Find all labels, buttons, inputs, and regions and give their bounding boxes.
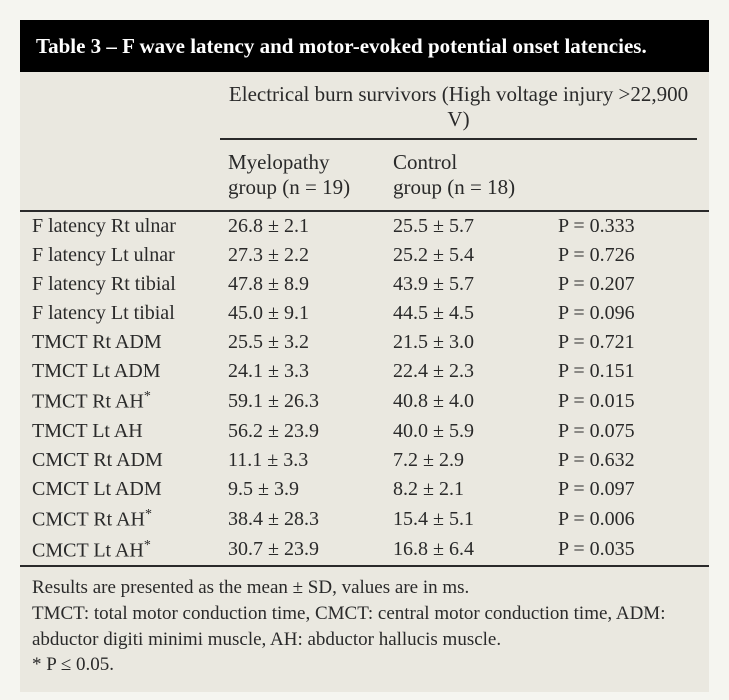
table-row: TMCT Rt ADM25.5 ± 3.221.5 ± 3.0P = 0.721 [20,328,709,357]
footnote-line2: TMCT: total motor conduction time, CMCT:… [32,603,665,650]
myelopathy-value: 11.1 ± 3.3 [220,446,385,475]
p-value: P = 0.333 [550,211,709,241]
control-value: 16.8 ± 6.4 [385,535,550,567]
myelopathy-value: 56.2 ± 23.9 [220,417,385,446]
table-3-container: Table 3 – F wave latency and motor-evoke… [20,20,709,692]
group2-line2: group (n = 18) [393,175,515,199]
table-row: TMCT Lt AH56.2 ± 23.940.0 ± 5.9P = 0.075 [20,417,709,446]
control-value: 21.5 ± 3.0 [385,328,550,357]
control-value: 40.8 ± 4.0 [385,386,550,417]
myelopathy-value: 47.8 ± 8.9 [220,270,385,299]
significance-marker: * [144,538,151,553]
p-value: P = 0.006 [550,504,709,535]
p-value: P = 0.632 [550,446,709,475]
row-label: TMCT Lt AH [20,417,220,446]
table-body: F latency Rt ulnar26.8 ± 2.125.5 ± 5.7P … [20,211,709,566]
group1-line1: Myelopathy [228,150,329,174]
p-value: P = 0.097 [550,475,709,504]
data-table: Myelopathy group (n = 19) Control group … [20,144,709,567]
footnote-line1: Results are presented as the mean ± SD, … [32,577,469,598]
p-value: P = 0.207 [550,270,709,299]
control-value: 22.4 ± 2.3 [385,357,550,386]
row-label: F latency Rt ulnar [20,211,220,241]
group-header-row: Myelopathy group (n = 19) Control group … [20,144,709,211]
table-row: CMCT Rt ADM11.1 ± 3.37.2 ± 2.9P = 0.632 [20,446,709,475]
group2-line1: Control [393,150,457,174]
table-row: F latency Rt ulnar26.8 ± 2.125.5 ± 5.7P … [20,211,709,241]
p-value: P = 0.721 [550,328,709,357]
table-footnote: Results are presented as the mean ± SD, … [20,567,709,692]
myelopathy-value: 45.0 ± 9.1 [220,299,385,328]
row-label: CMCT Rt AH* [20,504,220,535]
myelopathy-value: 24.1 ± 3.3 [220,357,385,386]
control-value: 44.5 ± 4.5 [385,299,550,328]
myelopathy-value: 59.1 ± 26.3 [220,386,385,417]
row-label: TMCT Rt AH* [20,386,220,417]
spanner-header: Electrical burn survivors (High voltage … [220,72,697,140]
table-row: F latency Lt ulnar27.3 ± 2.225.2 ± 5.4P … [20,241,709,270]
row-label: CMCT Rt ADM [20,446,220,475]
row-label: TMCT Rt ADM [20,328,220,357]
control-value: 40.0 ± 5.9 [385,417,550,446]
control-value: 15.4 ± 5.1 [385,504,550,535]
pval-head [550,144,709,211]
myelopathy-value: 25.5 ± 3.2 [220,328,385,357]
row-label: CMCT Lt ADM [20,475,220,504]
significance-marker: * [144,389,151,404]
p-value: P = 0.015 [550,386,709,417]
table-row: CMCT Rt AH*38.4 ± 28.315.4 ± 5.1P = 0.00… [20,504,709,535]
p-value: P = 0.096 [550,299,709,328]
control-value: 43.9 ± 5.7 [385,270,550,299]
p-value: P = 0.075 [550,417,709,446]
table-row: CMCT Lt ADM9.5 ± 3.98.2 ± 2.1P = 0.097 [20,475,709,504]
control-value: 25.2 ± 5.4 [385,241,550,270]
table-row: TMCT Rt AH*59.1 ± 26.340.8 ± 4.0P = 0.01… [20,386,709,417]
row-label: F latency Rt tibial [20,270,220,299]
myelopathy-value: 9.5 ± 3.9 [220,475,385,504]
row-label: TMCT Lt ADM [20,357,220,386]
footnote-line3: * P ≤ 0.05. [32,654,114,675]
row-label: F latency Lt tibial [20,299,220,328]
group1-head: Myelopathy group (n = 19) [220,144,385,211]
myelopathy-value: 38.4 ± 28.3 [220,504,385,535]
row-label: CMCT Lt AH* [20,535,220,567]
group2-head: Control group (n = 18) [385,144,550,211]
table-row: F latency Lt tibial45.0 ± 9.144.5 ± 4.5P… [20,299,709,328]
table-title: Table 3 – F wave latency and motor-evoke… [20,20,709,72]
myelopathy-value: 27.3 ± 2.2 [220,241,385,270]
control-value: 25.5 ± 5.7 [385,211,550,241]
myelopathy-value: 26.8 ± 2.1 [220,211,385,241]
row-label: F latency Lt ulnar [20,241,220,270]
stub-head [20,144,220,211]
p-value: P = 0.726 [550,241,709,270]
control-value: 7.2 ± 2.9 [385,446,550,475]
table-row: TMCT Lt ADM24.1 ± 3.322.4 ± 2.3P = 0.151 [20,357,709,386]
group1-line2: group (n = 19) [228,175,350,199]
table-row: CMCT Lt AH*30.7 ± 23.916.8 ± 6.4P = 0.03… [20,535,709,567]
myelopathy-value: 30.7 ± 23.9 [220,535,385,567]
significance-marker: * [145,507,152,522]
table-row: F latency Rt tibial47.8 ± 8.943.9 ± 5.7P… [20,270,709,299]
p-value: P = 0.151 [550,357,709,386]
p-value: P = 0.035 [550,535,709,567]
control-value: 8.2 ± 2.1 [385,475,550,504]
